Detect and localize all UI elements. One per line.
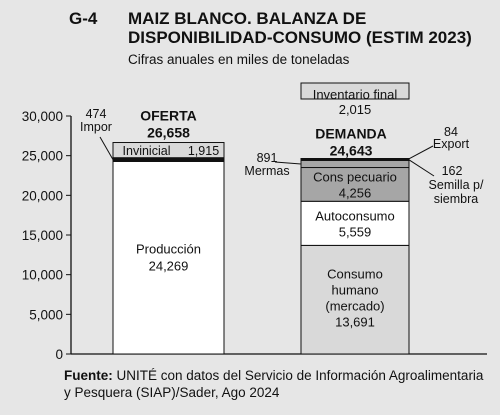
callout-value: 474 [86, 107, 107, 121]
callout-value: 891 [257, 151, 278, 165]
callout-line [408, 145, 434, 160]
segment-value: 2,015 [339, 102, 372, 117]
segment-label: Invinicial [123, 144, 171, 158]
chart-subtitle: Cifras anuales en miles de toneladas [128, 52, 350, 67]
callout-line [99, 136, 114, 160]
bar-segment [300, 200, 410, 246]
segment-label: humano [332, 283, 379, 298]
source-label: Fuente: [64, 368, 113, 383]
segment-value: 1,915 [188, 144, 219, 158]
inventory-final-box [300, 82, 410, 100]
segment-label: Cons pecuario [313, 169, 397, 184]
segment-value: 5,559 [339, 224, 372, 239]
source-note: Fuente: UNITÉ con datos del Servicio de … [64, 367, 484, 401]
segment-value: 4,256 [339, 185, 372, 200]
callout-value: 162 [442, 164, 463, 178]
y-tick-label: 20,000 [22, 188, 63, 203]
callout-label: Impor [80, 120, 112, 134]
segment-label: Inventario final [313, 87, 398, 102]
bar-segment [300, 159, 410, 169]
y-tick-label: 5,000 [29, 307, 63, 322]
y-tick-label: 25,000 [22, 149, 63, 164]
callout-label: Export [433, 137, 470, 151]
bar-segment [112, 160, 225, 355]
bar-segment [112, 157, 225, 162]
segment-value: 13,691 [335, 315, 375, 330]
bar-name: OFERTA [140, 108, 197, 124]
source-text: UNITÉ con datos del Servicio de Informac… [64, 368, 484, 400]
callout-label: Semilla p/ [429, 178, 484, 192]
y-tick-label: 10,000 [22, 268, 63, 283]
y-tick-label: 0 [55, 347, 63, 362]
bar-total: 26,658 [147, 125, 190, 141]
segment-label: (mercado) [325, 299, 384, 314]
bar-name: DEMANDA [315, 125, 387, 141]
chart-title: MAIZ BLANCO. BALANZA DE DISPONIBILIDAD-C… [128, 9, 472, 47]
segment-value: 24,269 [149, 259, 189, 274]
segment-label: Autoconsumo [315, 208, 395, 223]
segment-label: Producción [136, 242, 201, 257]
callout-value: 84 [444, 125, 458, 139]
callout-label: siembra [434, 192, 479, 206]
y-tick-label: 30,000 [22, 109, 63, 124]
callout-line [408, 159, 435, 177]
bar-segment [300, 244, 410, 355]
bar-segment [300, 157, 410, 160]
segment-label: Consumo [327, 267, 383, 282]
bar-segment [112, 142, 225, 159]
y-tick-label: 15,000 [22, 228, 63, 243]
bar-segment [300, 167, 410, 202]
callout-line [274, 161, 302, 165]
bar-total: 24,643 [330, 142, 373, 158]
chart-code: G-4 [69, 9, 98, 28]
callout-label: Mermas [244, 164, 289, 178]
